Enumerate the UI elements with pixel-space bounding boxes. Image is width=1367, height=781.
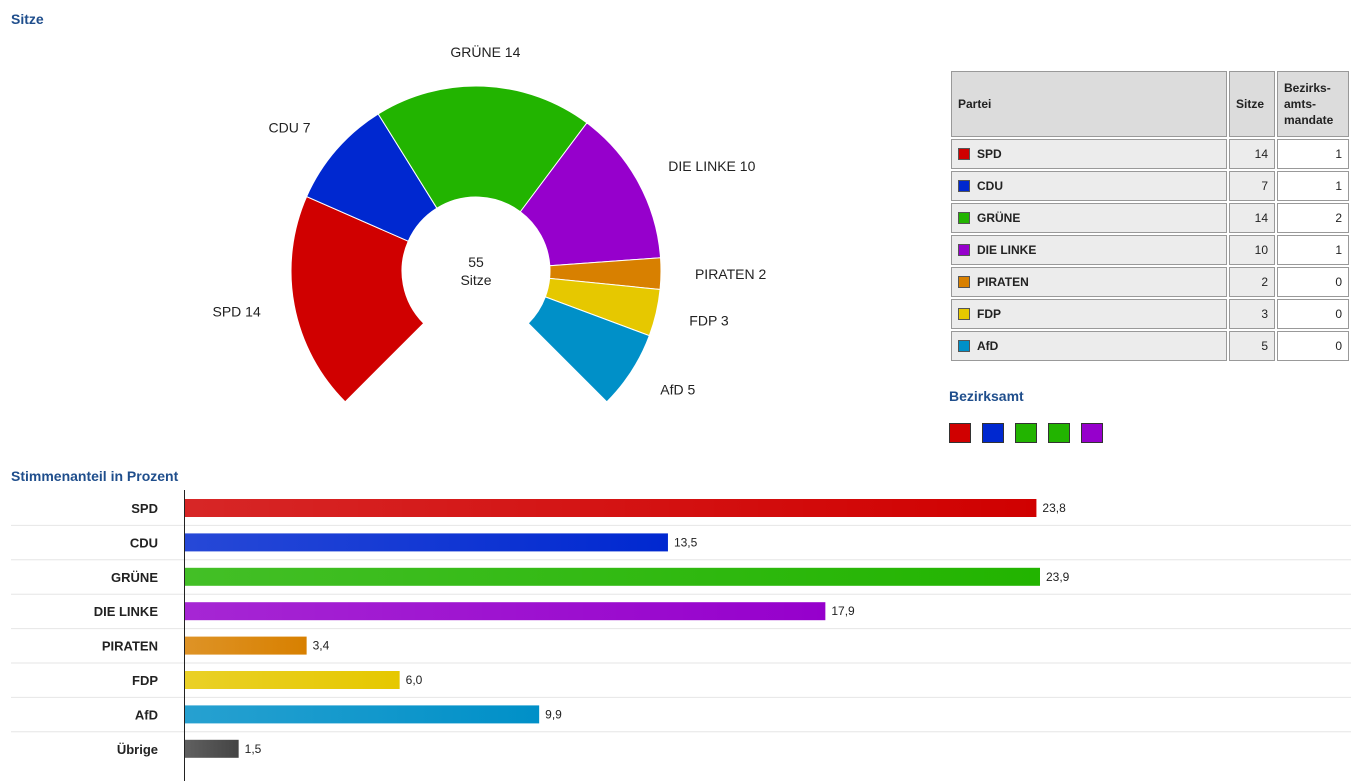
mandates-cell: 1 xyxy=(1277,235,1349,265)
vote-bar-afd xyxy=(185,705,540,724)
seat-label-afd: AfD 5 xyxy=(660,381,695,397)
mandates-cell: 1 xyxy=(1277,139,1349,169)
party-color-swatch xyxy=(958,339,970,352)
vote-category-label-afd: AfD xyxy=(135,707,158,722)
party-color-swatch xyxy=(958,211,970,224)
seats-row-fdp: FDP 3 0 xyxy=(951,299,1349,329)
mandates-cell: 0 xyxy=(1277,299,1349,329)
vote-category-label-cdu: CDU xyxy=(130,535,158,550)
seat-total-value: 55 xyxy=(468,254,484,270)
vote-bar-gruene xyxy=(185,567,1040,586)
bezirksamt-seat-2 xyxy=(982,423,1004,443)
seats-cell: 10 xyxy=(1229,235,1275,265)
seat-slice-gruene xyxy=(377,85,588,213)
party-name: AfD xyxy=(977,339,999,353)
bezirksamt-seat-4 xyxy=(1048,423,1070,443)
vote-bar-piraten xyxy=(185,636,307,655)
party-name: SPD xyxy=(977,147,1002,161)
seats-table: Partei Sitze Bezirks-amts-mandate SPD 14 1… xyxy=(949,69,1351,363)
seats-cell: 2 xyxy=(1229,267,1275,297)
mandates-cell: 0 xyxy=(1277,267,1349,297)
vote-category-label-piraten: PIRATEN xyxy=(102,639,158,654)
seats-cell: 3 xyxy=(1229,299,1275,329)
vote-value-label-piraten: 3,4 xyxy=(313,639,330,653)
votes-section-title: Stimmenanteil in Prozent xyxy=(11,468,179,484)
seats-row-cdu: CDU 7 1 xyxy=(951,171,1349,201)
vote-category-label-fdp: FDP xyxy=(132,673,158,688)
bezirksamt-squares xyxy=(949,423,1103,443)
vote-value-label-cdu: 13,5 xyxy=(674,535,698,549)
party-cell: GRÜNE xyxy=(951,203,1227,233)
seat-label-fdp: FDP 3 xyxy=(689,313,729,329)
seats-table-header: Partei Sitze Bezirks-amts-mandate xyxy=(951,71,1349,137)
vote-value-label-uebrige: 1,5 xyxy=(245,742,262,756)
party-cell: PIRATEN xyxy=(951,267,1227,297)
vote-category-label-die-linke: DIE LINKE xyxy=(94,604,159,619)
seats-cell: 14 xyxy=(1229,203,1275,233)
party-cell: FDP xyxy=(951,299,1227,329)
party-cell: SPD xyxy=(951,139,1227,169)
seat-label-cdu: CDU 7 xyxy=(268,120,310,136)
seat-slice-afd xyxy=(527,296,650,403)
party-name: FDP xyxy=(977,307,1001,321)
vote-bar-fdp xyxy=(185,671,400,689)
vote-category-label-uebrige: Übrige xyxy=(117,742,158,757)
bezirksamt-title: Bezirksamt xyxy=(949,388,1024,404)
bezirksamt-seat-1 xyxy=(949,423,971,443)
party-name: PIRATEN xyxy=(977,275,1029,289)
seats-section-title: Sitze xyxy=(11,11,44,27)
vote-bar-die-linke xyxy=(185,602,826,621)
vote-value-label-afd: 9,9 xyxy=(545,707,562,721)
header-mandates: Bezirks-amts-mandate xyxy=(1277,71,1349,137)
seats-row-afd: AfD 5 0 xyxy=(951,331,1349,361)
vote-bar-cdu xyxy=(185,533,668,552)
header-seats: Sitze xyxy=(1229,71,1275,137)
vote-bar-spd xyxy=(185,499,1037,517)
party-color-swatch xyxy=(958,243,970,256)
mandates-cell: 2 xyxy=(1277,203,1349,233)
vote-bar-uebrige xyxy=(185,739,239,758)
seats-cell: 14 xyxy=(1229,139,1275,169)
seat-label-gruene: GRÜNE 14 xyxy=(450,43,520,60)
vote-share-chart: SPD 23,8 CDU 13,5 GRÜNE 23,9 DIE LINKE 17,9 PIRA… xyxy=(11,490,1351,781)
seat-label-die-linke: DIE LINKE 10 xyxy=(668,158,755,174)
seats-row-piraten: PIRATEN 2 0 xyxy=(951,267,1349,297)
seat-slice-die-linke xyxy=(519,122,662,267)
vote-value-label-gruene: 23,9 xyxy=(1046,570,1070,584)
vote-category-label-gruene: GRÜNE xyxy=(111,570,158,585)
party-cell: AfD xyxy=(951,331,1227,361)
party-color-swatch xyxy=(958,147,970,160)
seat-label-piraten: PIRATEN 2 xyxy=(695,266,767,282)
party-color-swatch xyxy=(958,275,970,288)
seats-cell: 5 xyxy=(1229,331,1275,361)
seat-distribution-chart: SPD 14 CDU 7 GRÜNE 14 DIE LINKE 10 PIRATEN 2… xyxy=(213,43,767,403)
bezirksamt-seat-5 xyxy=(1081,423,1103,443)
party-name: DIE LINKE xyxy=(977,243,1037,257)
vote-value-label-spd: 23,8 xyxy=(1042,501,1066,515)
party-color-swatch xyxy=(958,307,970,320)
seats-row-gruene: GRÜNE 14 2 xyxy=(951,203,1349,233)
party-name: CDU xyxy=(977,179,1003,193)
vote-value-label-die-linke: 17,9 xyxy=(831,604,855,618)
seats-cell: 7 xyxy=(1229,171,1275,201)
seat-label-spd: SPD 14 xyxy=(213,303,261,319)
mandates-cell: 1 xyxy=(1277,171,1349,201)
mandates-cell: 0 xyxy=(1277,331,1349,361)
seats-row-spd: SPD 14 1 xyxy=(951,139,1349,169)
party-cell: DIE LINKE xyxy=(951,235,1227,265)
party-cell: CDU xyxy=(951,171,1227,201)
seat-total-label: Sitze xyxy=(460,272,491,288)
header-party: Partei xyxy=(951,71,1227,137)
vote-category-label-spd: SPD xyxy=(131,501,158,516)
bezirksamt-seat-3 xyxy=(1015,423,1037,443)
seats-row-die-linke: DIE LINKE 10 1 xyxy=(951,235,1349,265)
vote-value-label-fdp: 6,0 xyxy=(406,673,423,687)
party-color-swatch xyxy=(958,179,970,192)
seat-slice-spd xyxy=(290,195,425,403)
party-name: GRÜNE xyxy=(977,211,1021,225)
